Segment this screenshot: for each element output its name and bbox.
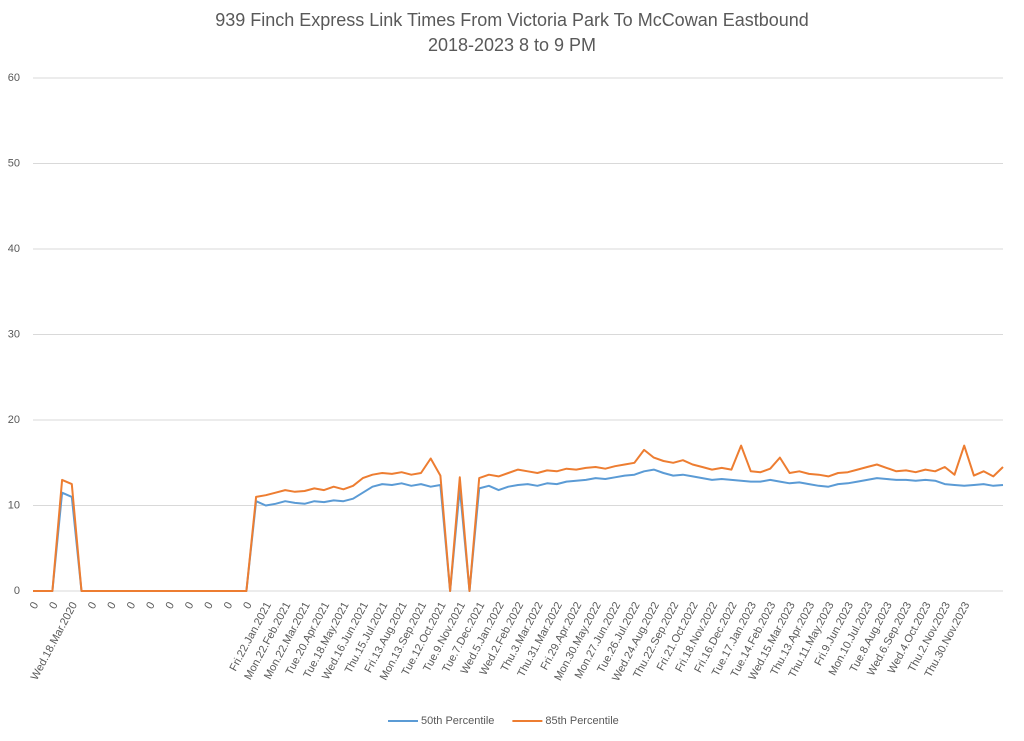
- legend-label: 50th Percentile: [421, 715, 494, 727]
- y-tick-label: 0: [14, 585, 20, 597]
- x-tick-label: 0: [241, 600, 254, 611]
- x-tick-label: 0: [144, 600, 157, 611]
- chart-subtitle: 2018-2023 8 to 9 PM: [428, 35, 596, 55]
- x-tick-label: Wed.18.Mar.2020: [29, 600, 80, 682]
- y-tick-label: 60: [8, 72, 20, 84]
- y-tick-label: 50: [8, 157, 20, 169]
- x-tick-label: 0: [28, 600, 41, 611]
- x-tick-label: 0: [164, 600, 177, 611]
- chart-title: 939 Finch Express Link Times From Victor…: [215, 10, 809, 30]
- x-tick-label: 0: [222, 600, 235, 611]
- x-tick-label: 0: [86, 600, 99, 611]
- x-tick-label: 0: [202, 600, 215, 611]
- y-tick-label: 20: [8, 414, 20, 426]
- x-tick-label: 0: [125, 600, 138, 611]
- y-tick-label: 40: [8, 243, 20, 255]
- data-line: [33, 468, 1004, 592]
- y-tick-label: 30: [8, 328, 20, 340]
- legend-label: 85th Percentile: [545, 715, 618, 727]
- y-tick-label: 10: [8, 499, 20, 511]
- x-tick-label: 0: [47, 600, 60, 611]
- data-line: [33, 444, 1004, 592]
- x-tick-label: 0: [105, 600, 118, 611]
- x-tick-label: 0: [183, 600, 196, 611]
